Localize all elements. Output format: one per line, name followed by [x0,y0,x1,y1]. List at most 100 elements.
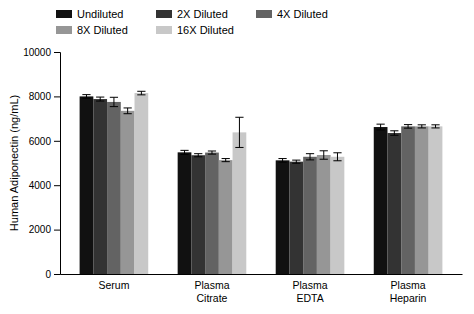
x-tick: PlasmaEDTA [293,279,328,303]
y-tick: 8000 [29,91,60,102]
bar [93,99,107,274]
legend-swatch [56,26,72,34]
y-axis-title: Human Adiponectin (ng/mL) [8,95,20,231]
error-bar [180,150,188,154]
x-tick-label-line: Heparin [390,292,427,304]
plot-area: 0200040006000800010000SerumPlasmaCitrate… [23,47,462,304]
y-tick-label: 10000 [23,47,51,58]
y-tick-mark [54,185,60,186]
bar [429,126,443,274]
bar [289,162,303,274]
legend: Undiluted 2X Diluted 4X Diluted 8X Diluted 1… [56,8,328,36]
bar [303,157,317,274]
bar [401,126,415,274]
error-bar [418,125,426,128]
y-tick: 6000 [29,136,60,147]
x-tick: PlasmaHeparin [390,279,427,303]
y-tick-mark [54,141,60,142]
y-tick-label: 6000 [29,136,52,147]
error-bar [235,117,243,147]
x-tick-label: PlasmaEDTA [293,279,328,303]
error-bar [208,151,216,154]
x-tick: PlasmaCitrate [194,279,229,303]
marks [80,91,443,274]
y-tick-label: 8000 [29,91,52,102]
legend-item: 2X Diluted [156,8,228,20]
x-tick-label-line: Plasma [194,279,229,291]
x-tick-label: Serum [98,279,129,291]
x-tick-label: PlasmaCitrate [194,279,229,303]
bar [178,152,192,274]
bar [415,126,429,274]
y-tick: 10000 [23,47,60,58]
legend-swatch [156,10,172,18]
bar [331,157,345,274]
error-bar [377,124,385,130]
legend-item: 16X Diluted [156,24,234,36]
y-tick-mark [54,96,60,97]
error-bar [306,154,314,160]
error-bar [278,159,286,163]
x-tick-label-line: Citrate [197,292,228,304]
series [80,95,388,274]
bar [219,160,233,274]
x-tick-label-line: Plasma [293,279,328,291]
y-tick-mark [54,274,60,275]
y-axis-line [54,53,61,275]
series [121,108,429,274]
error-bar [390,131,398,135]
y-tick: 2000 [29,224,60,235]
y-axis: 0 2000 4000 6000 8000 10000 [23,47,60,280]
bar [276,160,290,274]
y-tick-mark [54,52,60,53]
bar [135,93,149,274]
legend-swatch [56,10,72,18]
error-bar [137,91,145,95]
error-bar [292,160,300,163]
bar [233,132,247,274]
y-tick-label: 4000 [29,180,52,191]
y-tick-label: 0 [45,269,51,280]
series [107,97,415,274]
legend-swatch [256,10,272,18]
legend-item: 8X Diluted [56,24,128,36]
error-bar [431,125,439,128]
legend-label: 4X Diluted [277,8,328,20]
error-bar [110,97,118,106]
bar [387,133,401,274]
error-bar [82,95,90,99]
error-bar [222,159,230,162]
x-tick-label-line: Serum [98,279,129,291]
bar [374,127,388,274]
x-tick-label-line: EDTA [296,292,323,304]
y-tick-mark [54,230,60,231]
error-bar [194,154,202,157]
bar [205,153,219,274]
legend-item: Undiluted [56,8,123,20]
x-tick-label-line: Plasma [391,279,426,291]
x-tick-label: PlasmaHeparin [390,279,427,303]
error-bar [96,97,104,101]
y-tick: 4000 [29,180,60,191]
y-tick: 0 [45,269,60,280]
bar [317,155,331,274]
series [135,91,443,274]
error-bar [404,125,412,129]
bar [121,111,135,274]
legend-swatch [156,26,172,34]
legend-label: 8X Diluted [77,24,128,36]
legend-label: Undiluted [77,8,123,20]
bar [191,155,205,274]
error-bar [124,108,132,114]
legend-item: 4X Diluted [256,8,328,20]
bar [80,96,94,274]
error-bar [333,153,341,161]
legend-label: 2X Diluted [177,8,228,20]
x-axis: SerumPlasmaCitratePlasmaEDTAPlasmaHepari… [61,275,463,304]
error-bar [320,151,328,159]
x-axis-line [61,274,463,275]
legend-label: 16X Diluted [177,24,234,36]
bar [107,102,121,274]
chart: 0200040006000800010000SerumPlasmaCitrate… [0,0,474,314]
x-tick: Serum [98,279,129,291]
